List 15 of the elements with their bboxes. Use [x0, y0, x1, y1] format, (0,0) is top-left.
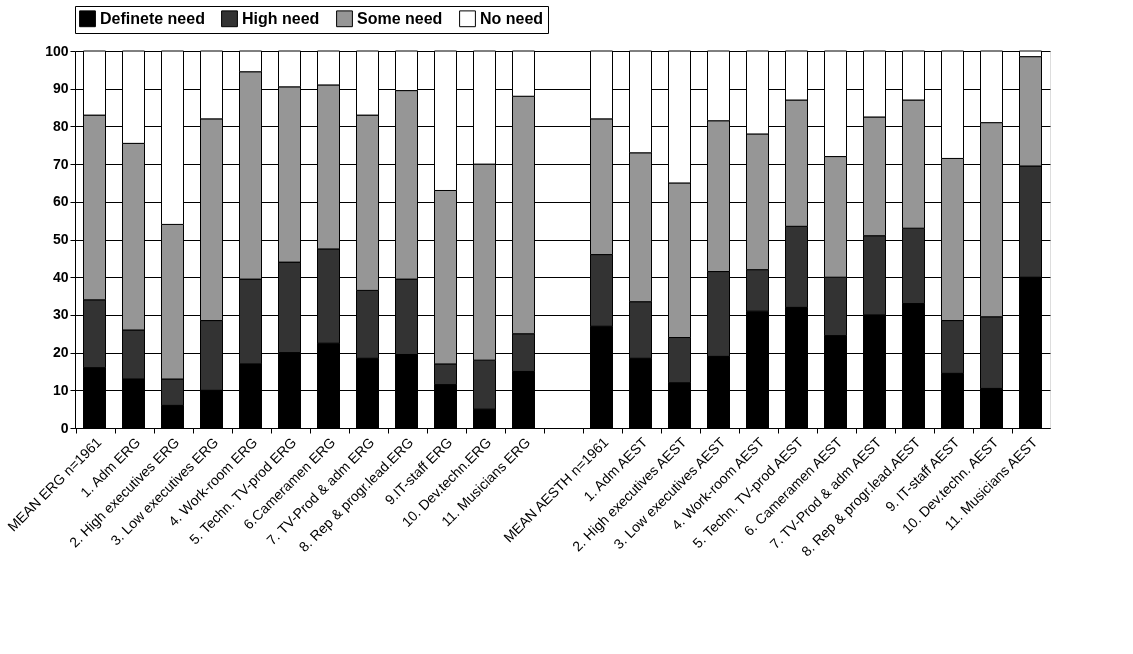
y-tick-label: 30: [52, 306, 69, 323]
y-tick-label: 80: [52, 117, 69, 134]
y-tick-label: 10: [52, 381, 69, 398]
y-tick-label: 0: [60, 419, 69, 436]
y-tick-label: 90: [52, 80, 69, 97]
y-tick-label: 20: [52, 344, 69, 361]
legend-label: Some need: [357, 9, 443, 27]
y-tick-label: 100: [45, 42, 69, 59]
y-tick-label: 70: [52, 155, 69, 172]
y-tick-label: 60: [52, 193, 69, 210]
y-tick-label: 50: [52, 231, 69, 247]
legend-label: High need: [242, 9, 320, 27]
legend-label: No need: [480, 9, 544, 27]
y-tick-label: 40: [52, 268, 69, 285]
legend-label: Definete need: [100, 9, 205, 27]
